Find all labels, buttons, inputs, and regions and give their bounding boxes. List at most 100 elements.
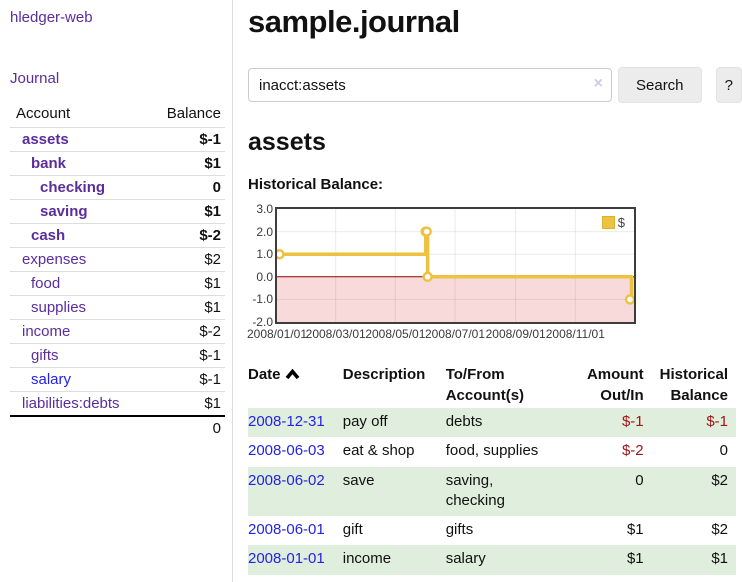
date-cell: 2008-06-03 xyxy=(248,437,335,466)
y-tick-label: 3.0 xyxy=(256,202,273,216)
date-link[interactable]: 2008-06-01 xyxy=(248,521,325,538)
account-balance: $-1 xyxy=(145,367,225,392)
x-tick-label: 2008/03/01 xyxy=(305,327,366,341)
x-tick-label: 2008/09/01 xyxy=(485,327,546,341)
balance-cell: $2 xyxy=(711,521,728,538)
account-name-cell: income xyxy=(10,319,146,344)
account-balance: $2 xyxy=(145,247,225,272)
account-name-cell: cash xyxy=(10,223,146,248)
account-balance: $-2 xyxy=(145,319,225,344)
amount-cell: $-2 xyxy=(621,442,644,460)
account-link[interactable]: salary xyxy=(31,371,72,388)
clear-search-icon[interactable]: × xyxy=(593,75,603,92)
historical-balance-chart: $ 3.0 2.0 1.0 0.0 -1.0 -2.0 2008/01/01 2008/03/… xyxy=(247,203,742,341)
data-point-marker xyxy=(277,248,285,260)
account-row: assets $-1 xyxy=(10,127,225,152)
account-balance: $1 xyxy=(145,151,225,176)
chart-title: Historical Balance: xyxy=(248,176,384,193)
date-link[interactable]: 2008-12-31 xyxy=(248,413,325,430)
amount-cell: $-1 xyxy=(621,413,644,430)
search-button[interactable]: Search xyxy=(618,67,702,103)
account-link[interactable]: assets xyxy=(22,131,69,148)
accounts-total-row: 0 xyxy=(10,415,225,440)
data-point-marker xyxy=(422,271,433,283)
balance-cell: 0 xyxy=(719,442,728,460)
search-input[interactable] xyxy=(248,68,612,102)
account-name-cell: saving xyxy=(10,199,146,224)
account-row: supplies $1 xyxy=(10,295,225,320)
amount-cell: $1 xyxy=(626,550,644,568)
balance-cell: $-1 xyxy=(706,413,728,430)
column-header-date-label: Date xyxy=(248,366,281,383)
sidebar-item-journal[interactable]: Journal xyxy=(10,70,60,87)
account-name-cell: food xyxy=(10,271,146,296)
account-name-cell: checking xyxy=(10,175,146,200)
column-header-accounts[interactable]: To/From Account(s) xyxy=(445,366,525,404)
accounts-cell: saving, checking xyxy=(445,471,505,509)
description-cell: pay off xyxy=(342,413,388,430)
account-row: saving $1 xyxy=(10,199,225,224)
description-cell: income xyxy=(342,550,392,568)
date-cell: 2008-06-02 xyxy=(248,467,335,517)
account-balance: $-1 xyxy=(145,127,225,152)
account-link[interactable]: bank xyxy=(31,155,67,172)
description-cell: eat & shop xyxy=(342,442,415,460)
column-header-date[interactable]: Date xyxy=(248,362,335,408)
y-tick-label: 0.0 xyxy=(256,269,273,284)
balance-cell: $1 xyxy=(711,550,728,568)
page-title: sample.journal xyxy=(248,4,460,39)
account-row: salary $-1 xyxy=(10,367,225,392)
account-row: expenses $2 xyxy=(10,247,225,272)
account-name-cell: assets xyxy=(10,127,146,152)
accounts-cell: salary xyxy=(445,550,486,568)
chart-plot-area: $ 3.0 2.0 1.0 0.0 -1.0 -2.0 2008/01/01 2008/03/… xyxy=(247,203,636,341)
y-tick-label: -2.0 xyxy=(252,315,273,329)
account-name-cell: gifts xyxy=(10,343,146,368)
date-link[interactable]: 2008-06-02 xyxy=(248,471,325,489)
balance-cell: $2 xyxy=(711,471,728,489)
help-button[interactable]: ? xyxy=(715,67,742,103)
account-name-cell: liabilities:debts xyxy=(10,391,146,416)
account-row: food $1 xyxy=(10,271,225,296)
account-row: income $-2 xyxy=(10,319,225,344)
account-link[interactable]: food xyxy=(31,275,61,292)
table-row: 2008-01-01 income salary $1 $1 xyxy=(248,545,736,575)
register-table: Date Description To/From Account(s) Amou… xyxy=(248,362,736,575)
account-row: cash $-2 xyxy=(10,223,225,248)
search-bar: × Search ? xyxy=(248,67,742,103)
app-brand-link[interactable]: hledger-web xyxy=(10,9,93,26)
y-tick-label: 1.0 xyxy=(256,247,273,262)
account-link[interactable]: checking xyxy=(40,179,106,196)
account-row: bank $1 xyxy=(10,151,225,176)
data-point-marker xyxy=(624,294,634,305)
account-link[interactable]: saving xyxy=(40,203,88,220)
accounts-table: Account Balance assets $-1 bank $1 checking 0… xyxy=(10,102,225,440)
description-cell: save xyxy=(342,471,375,489)
register-header-row: Date Description To/From Account(s) Amou… xyxy=(248,362,736,408)
column-header-description[interactable]: Description xyxy=(342,366,426,383)
date-cell: 2008-01-01 xyxy=(248,545,335,574)
amount-cell: $1 xyxy=(626,521,644,538)
account-balance: $1 xyxy=(145,271,225,296)
x-tick-label: 2008/11/01 xyxy=(545,327,605,341)
account-link[interactable]: expenses xyxy=(22,251,87,268)
x-tick-label: 2008/05/01 xyxy=(365,327,426,341)
column-header-amount[interactable]: Amount Out/In xyxy=(586,366,644,404)
date-link[interactable]: 2008-01-01 xyxy=(248,550,325,568)
x-tick-label: 2008/07/01 xyxy=(424,327,486,341)
y-tick-label: 2.0 xyxy=(256,224,273,239)
account-link[interactable]: gifts xyxy=(31,347,59,364)
account-balance: $-1 xyxy=(145,343,225,368)
x-tick-label: 2008/01/01 xyxy=(246,327,308,341)
account-balance: 0 xyxy=(145,175,225,200)
account-balance: $-2 xyxy=(145,223,225,248)
account-name-cell: expenses xyxy=(10,247,146,272)
column-header-balance[interactable]: Historical Balance xyxy=(659,366,728,404)
account-link[interactable]: cash xyxy=(31,227,66,244)
date-link[interactable]: 2008-06-03 xyxy=(248,442,325,460)
account-link[interactable]: liabilities:debts xyxy=(22,395,120,412)
accounts-cell: debts xyxy=(445,413,483,430)
account-link[interactable]: income xyxy=(22,323,71,340)
sort-ascending-icon xyxy=(285,365,300,386)
account-link[interactable]: supplies xyxy=(31,299,87,316)
